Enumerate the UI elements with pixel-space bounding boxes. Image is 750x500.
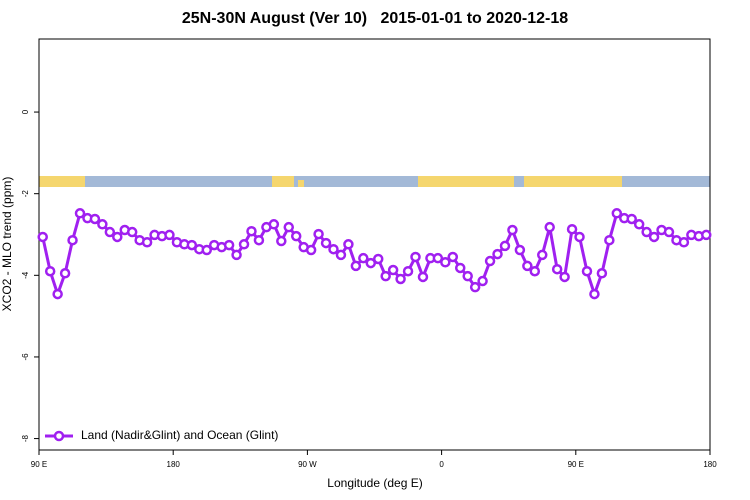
data-point: [402, 265, 414, 277]
y-tick-label: -2: [21, 190, 30, 198]
data-point: [276, 235, 287, 247]
data-point: [164, 229, 175, 241]
legend-label: Land (Nadir&Glint) and Ocean (Glint): [81, 428, 278, 442]
data-point: [432, 252, 444, 264]
land-mask-strip: [39, 176, 710, 187]
x-tick-label: 180: [167, 460, 181, 469]
data-point: [641, 226, 652, 238]
y-tick-label: -8: [21, 434, 30, 442]
data-point: [52, 288, 63, 300]
data-point: [477, 275, 488, 287]
data-point: [238, 239, 250, 250]
data-point: [566, 223, 578, 235]
data-point: [395, 273, 406, 285]
data-point: [544, 221, 555, 233]
legend-marker: [53, 430, 65, 442]
data-point: [290, 230, 302, 242]
data-point: [410, 251, 421, 263]
y-tick-label: 0: [21, 109, 30, 114]
x-axis-label: Longitude (deg E): [327, 476, 422, 490]
data-point: [305, 244, 317, 256]
data-point: [328, 243, 339, 255]
data-point: [74, 208, 86, 219]
data-point: [559, 271, 570, 283]
data-point: [492, 248, 503, 260]
data-point: [663, 226, 675, 238]
data-point: [604, 234, 615, 246]
data-point: [648, 231, 660, 243]
data-point: [537, 249, 548, 261]
data-point: [201, 244, 212, 256]
data-point: [268, 219, 280, 230]
data-point: [97, 219, 108, 230]
data-point: [44, 265, 56, 277]
data-point: [231, 249, 242, 261]
data-point: [626, 213, 637, 225]
x-tick-label: 180: [703, 460, 717, 469]
land-band: [272, 176, 294, 187]
data-point: [387, 264, 399, 276]
x-tick-label: 0: [439, 460, 444, 469]
data-point: [365, 257, 377, 269]
data-point: [59, 268, 71, 279]
land-band: [39, 176, 85, 187]
data-point: [320, 237, 332, 249]
data-point: [469, 281, 481, 293]
data-point: [358, 252, 369, 264]
data-point: [380, 270, 391, 282]
data-point: [283, 221, 295, 233]
data-point: [372, 253, 384, 265]
data-point: [484, 255, 496, 267]
data-point: [514, 244, 526, 256]
data-point: [89, 213, 101, 225]
series-line: [41, 210, 707, 299]
data-point: [104, 226, 116, 238]
data-point: [313, 228, 324, 240]
data-point: [141, 237, 153, 248]
plot-frame: [38, 38, 711, 451]
data-point: [499, 240, 511, 252]
data-point: [253, 234, 265, 246]
chart-title: 25N-30N August (Ver 10) 2015-01-01 to 20…: [182, 10, 568, 27]
data-point: [678, 237, 690, 248]
data-point: [246, 225, 257, 237]
land-band: [524, 176, 622, 187]
data-point: [529, 265, 541, 277]
data-point: [112, 231, 123, 243]
y-tick-label: -4: [21, 271, 30, 279]
data-point: [551, 263, 563, 275]
data-point: [462, 270, 473, 282]
data-point: [440, 257, 451, 268]
data-point: [417, 271, 429, 283]
data-point: [701, 229, 712, 241]
data-point: [350, 260, 362, 272]
y-tick-label: -6: [21, 353, 30, 361]
data-point: [574, 231, 585, 243]
x-tick-label: 90 E: [31, 460, 47, 469]
data-point: [126, 226, 138, 238]
data-point: [507, 224, 518, 236]
data-point: [67, 234, 78, 246]
land-band: [418, 176, 514, 187]
data-point: [522, 260, 533, 272]
data-point: [186, 239, 198, 251]
data-point: [343, 239, 354, 250]
data-point: [454, 262, 466, 274]
data-point: [596, 268, 608, 279]
x-tick-label: 90 W: [298, 460, 317, 469]
data-point: [589, 288, 600, 300]
land-band: [298, 180, 304, 187]
ocean-band: [39, 176, 710, 187]
data-point: [581, 265, 593, 277]
y-axis-label: XCO2 - MLO trend (ppm): [0, 177, 14, 312]
data-point: [633, 219, 645, 230]
data-point: [335, 249, 347, 261]
data-point: [611, 208, 623, 219]
data-point: [223, 239, 235, 251]
x-tick-label: 90 E: [568, 460, 584, 469]
data-point: [37, 231, 48, 243]
data-point: [447, 251, 459, 263]
